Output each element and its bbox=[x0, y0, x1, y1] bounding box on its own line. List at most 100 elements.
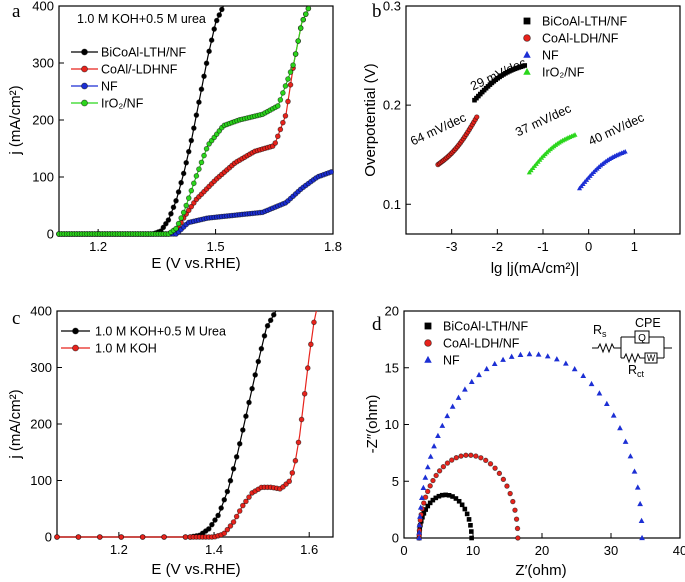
panel-d-data-point bbox=[515, 535, 521, 541]
panel-c-data-point bbox=[75, 534, 82, 540]
panel-a-data-point bbox=[290, 62, 296, 68]
panel-d-data-point bbox=[459, 502, 465, 508]
panel-c-data-point bbox=[243, 413, 249, 420]
panel-a-data-point bbox=[193, 112, 200, 118]
panel-d-data-point bbox=[535, 351, 542, 357]
panel-a-data-point bbox=[282, 113, 289, 119]
panel-d-data-point bbox=[421, 500, 427, 506]
panel-d-data-point bbox=[416, 529, 423, 535]
panel-a-data-point bbox=[297, 25, 304, 31]
panel-d-legend-marker bbox=[424, 322, 432, 330]
panel-a-data-point bbox=[173, 225, 179, 232]
panel-c-xtick-label: 1.2 bbox=[110, 542, 128, 557]
panel-d-data-point bbox=[637, 500, 643, 507]
panel-a-data-point bbox=[198, 159, 205, 166]
panel-b-xtick-label: 1 bbox=[631, 239, 638, 254]
panel-a-legend-label: CoAl/-LDHNF bbox=[101, 63, 178, 77]
panel-b-xtick-label: -2 bbox=[492, 239, 504, 254]
panel-a-data-point bbox=[213, 17, 220, 24]
panel-c-data-point bbox=[243, 498, 249, 505]
panel-d-legend-label: BiCoAl-LTH/NF bbox=[443, 320, 529, 334]
panel-c-data-point bbox=[264, 323, 271, 329]
circuit-rct-resistor bbox=[621, 352, 645, 364]
panel-a-data-point bbox=[173, 197, 179, 204]
panel-b-legend-label: IrO₂/NF bbox=[542, 66, 585, 80]
panel-c-data-point bbox=[206, 526, 212, 532]
panel-a-legend-marker bbox=[81, 48, 88, 56]
panel-c-data-point bbox=[240, 427, 246, 433]
panel-d-data-point bbox=[631, 468, 638, 474]
panel-d-data-point bbox=[439, 492, 445, 498]
panel-c-data-point bbox=[255, 358, 262, 365]
panel-d-data-point bbox=[483, 365, 490, 372]
panel-a-data-point bbox=[188, 203, 195, 210]
panel-c-data-point bbox=[308, 341, 314, 348]
panel-d-xtick-label: 40 bbox=[673, 543, 685, 558]
panel-d-xtick-label: 0 bbox=[400, 543, 407, 558]
panel-c-data-point bbox=[97, 534, 103, 540]
panel-a-xtick-label: 1.8 bbox=[324, 239, 342, 254]
panel-d-data-point bbox=[553, 356, 560, 362]
panel-d-data-point bbox=[422, 494, 429, 500]
panel-b-ytick-label: 0.3 bbox=[383, 0, 401, 14]
circuit-rs-resistor bbox=[592, 342, 621, 354]
panel-a-condition-text: 1.0 M KOH+0.5 M urea bbox=[77, 12, 206, 26]
panel-a-data-point bbox=[178, 215, 184, 221]
circuit-rs-label: R bbox=[593, 323, 602, 337]
panel-d-data-point bbox=[421, 511, 427, 516]
panel-d-data-point bbox=[617, 425, 623, 431]
panel-a-data-point bbox=[277, 126, 284, 133]
panel-d-letter: d bbox=[372, 314, 382, 335]
panel-d-data-point bbox=[491, 360, 498, 367]
panel-a-data-point bbox=[219, 6, 225, 13]
panel-d-data-point bbox=[430, 497, 436, 503]
panel-c-ytick-label: 300 bbox=[30, 360, 52, 375]
panel-d-data-point bbox=[513, 516, 520, 522]
panel-d-data-point bbox=[423, 507, 428, 512]
panel-d-data-point bbox=[634, 484, 641, 490]
panel-d-data-point bbox=[492, 465, 498, 471]
panel-d-data-point bbox=[517, 351, 524, 357]
panel-d-data-point bbox=[427, 483, 433, 489]
panel-a-data-point bbox=[201, 73, 207, 80]
panel-d-data-point bbox=[478, 455, 484, 461]
panel-b-x-axis-label: lg |j(mA/cm²)| bbox=[491, 260, 580, 277]
panel-d-data-point bbox=[417, 513, 423, 519]
panel-b-slope-label: 40 mV/dec bbox=[586, 110, 646, 148]
panel-c-data-point bbox=[286, 478, 293, 485]
panel-d-data-point bbox=[417, 504, 424, 510]
panel-d-data-point bbox=[463, 452, 469, 458]
panel-a-ytick-label: 100 bbox=[32, 170, 54, 185]
panel-d-data-point bbox=[444, 412, 451, 419]
panel-c-data-point bbox=[161, 534, 167, 540]
circuit-rs-subscript: s bbox=[602, 329, 607, 339]
panel-c-data-point bbox=[261, 333, 268, 339]
panel-b-data-point bbox=[572, 132, 578, 137]
panel-c-x-axis-label: E (V vs.RHE) bbox=[151, 561, 240, 578]
panel-d-data-point bbox=[431, 443, 437, 449]
panel-d-legend-label: NF bbox=[443, 354, 460, 368]
panel-c-data-point bbox=[236, 440, 243, 447]
panel-c-letter: c bbox=[12, 308, 20, 329]
panel-c-data-point bbox=[209, 521, 215, 528]
panel-b-xtick-label: 0 bbox=[585, 239, 592, 254]
panel-c-data-point bbox=[230, 519, 237, 525]
panel-c-data-point bbox=[311, 319, 317, 326]
panel-d-xtick-label: 20 bbox=[535, 543, 549, 558]
panel-c-data-point bbox=[236, 508, 243, 514]
panel-c-data-point bbox=[221, 530, 228, 537]
panel-d-data-point bbox=[466, 517, 472, 522]
panel-c-data-point bbox=[304, 365, 311, 371]
panel-c-y-axis-label: j (mA/cm²) bbox=[7, 389, 24, 459]
panel-a-data-point bbox=[287, 69, 294, 75]
panel-a-data-point bbox=[183, 202, 190, 209]
panel-d-data-point bbox=[526, 351, 533, 357]
panel-c-data-point bbox=[224, 488, 231, 495]
panel-a-data-point bbox=[170, 204, 177, 211]
panel-d-data-point bbox=[449, 457, 455, 463]
panel-d-data-point bbox=[504, 483, 510, 489]
panel-c-legend-label: 1.0 M KOH+0.5 M Urea bbox=[95, 325, 226, 339]
panel-b-legend-label: BiCoAl-LTH/NF bbox=[542, 15, 628, 29]
panel-d-x-axis-label: Z′(ohm) bbox=[515, 562, 566, 579]
panel-c-data-point bbox=[224, 526, 231, 533]
